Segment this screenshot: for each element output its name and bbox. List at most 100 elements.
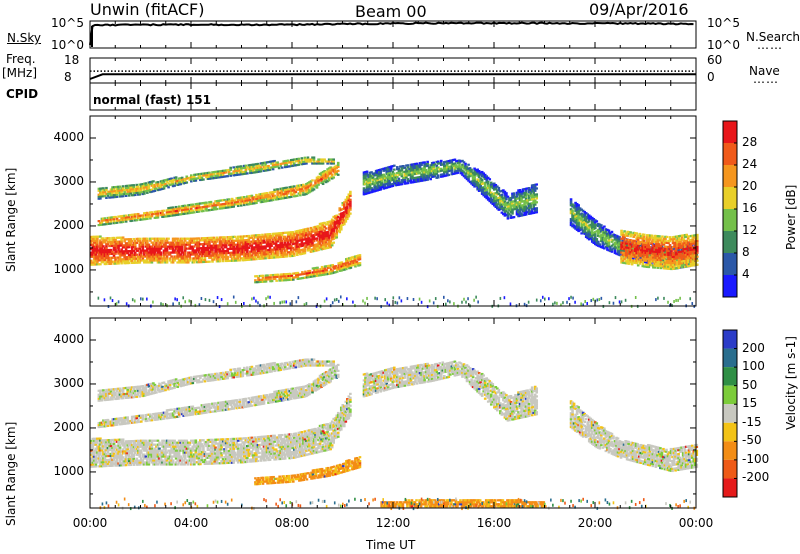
heatmap-cell (173, 243, 176, 246)
heatmap-cell (523, 191, 526, 195)
heatmap-cell (176, 183, 179, 187)
heatmap-cell (258, 233, 261, 237)
heatmap-cell (340, 269, 344, 272)
heatmap-cell (518, 210, 522, 213)
heatmap-cell (446, 168, 449, 171)
heatmap-cell (305, 231, 308, 235)
heatmap-cell (631, 247, 635, 251)
heatmap-cell (205, 201, 208, 204)
heatmap-cell (255, 257, 258, 261)
heatmap-cell (273, 188, 276, 191)
heatmap-cell (244, 172, 248, 175)
heatmap-cell (150, 259, 154, 262)
heatmap-cell (371, 188, 375, 191)
heatmap-cell (170, 208, 173, 211)
heatmap-cell (244, 235, 248, 238)
heatmap-cell (289, 249, 293, 252)
heatmap-cell (364, 192, 367, 195)
heatmap-cell (244, 199, 248, 202)
heatmap-cell (349, 256, 353, 259)
heatmap-cell (246, 201, 249, 204)
heatmap-cell (273, 238, 276, 241)
heatmap-cell (111, 218, 114, 221)
heatmap-cell (332, 223, 335, 226)
heatmap-cell (279, 247, 282, 251)
heatmap-cell (303, 228, 307, 231)
heatmap-cell (117, 260, 120, 263)
heatmap-cell (449, 169, 452, 172)
heatmap-cell (232, 247, 236, 250)
heatmap-cell (590, 226, 594, 229)
heatmap-cell (258, 235, 261, 239)
heatmap-cell (314, 225, 317, 229)
heatmap-cell (453, 168, 457, 171)
heatmap-cell (505, 204, 508, 207)
heatmap-cell (307, 274, 310, 277)
heatmap-cell (583, 218, 586, 222)
heatmap-cell (465, 168, 469, 171)
heatmap-cell (197, 255, 201, 258)
heatmap-cell (241, 200, 245, 203)
heatmap-cell (297, 243, 301, 246)
heatmap-cell (233, 253, 237, 256)
heatmap-cell (235, 169, 239, 173)
heatmap-cell (581, 215, 585, 218)
heatmap-cell (214, 206, 217, 209)
heatmap-cell (270, 256, 273, 259)
heatmap-cell (150, 247, 154, 250)
heatmap-cell (182, 257, 186, 260)
heatmap-cell (421, 169, 425, 172)
heatmap-cell (584, 233, 588, 237)
heatmap-cell (333, 217, 337, 220)
heatmap-cell (315, 245, 319, 248)
heatmap-cell (491, 198, 495, 202)
heatmap-cell (227, 243, 231, 247)
heatmap-cell (583, 212, 586, 216)
heatmap-cell (314, 181, 317, 184)
heatmap-cell (246, 195, 249, 198)
heatmap-cell (609, 236, 612, 239)
heatmap-cell (311, 179, 314, 182)
heatmap-cell (524, 209, 528, 212)
heatmap-cell (523, 195, 526, 199)
heatmap-cell (108, 260, 111, 263)
heatmap-cell (149, 211, 152, 214)
heatmap-cell (335, 164, 339, 167)
heatmap-cell (261, 247, 264, 250)
heatmap-cell (253, 200, 257, 203)
heatmap-cell (267, 252, 270, 256)
heatmap-cell (129, 217, 132, 221)
heatmap-cell (512, 192, 516, 195)
heatmap-cell (227, 170, 231, 174)
heatmap-cell (394, 180, 398, 183)
heatmap-cell (236, 257, 240, 260)
heatmap-cell (185, 241, 189, 244)
heatmap-cell (258, 170, 261, 173)
heatmap-cell (530, 196, 534, 199)
heatmap-cell (530, 198, 534, 201)
heatmap-cell (329, 166, 332, 169)
heatmap-cell (370, 183, 373, 186)
heatmap-cell (343, 213, 346, 216)
heatmap-cell (400, 167, 404, 170)
heatmap-cell (180, 241, 184, 244)
heatmap-cell (267, 243, 270, 246)
heatmap-cell (313, 273, 316, 276)
heatmap-cell (380, 181, 384, 185)
heatmap-cell (532, 193, 535, 197)
heatmap-cell (455, 164, 458, 167)
heatmap-cell (604, 240, 608, 243)
heatmap-cell (511, 192, 514, 195)
heatmap-cell (532, 201, 535, 205)
heatmap-cell (586, 227, 590, 230)
heatmap-cell (604, 234, 608, 237)
heatmap-cell (383, 167, 387, 170)
heatmap-cell (165, 251, 169, 254)
heatmap-cell (177, 205, 181, 208)
heatmap-cell (130, 249, 134, 253)
heatmap-cell (505, 208, 508, 211)
heatmap-cell (314, 231, 317, 234)
heatmap-cell (365, 190, 369, 193)
heatmap-cell (374, 177, 378, 180)
heatmap-cell (365, 182, 369, 185)
